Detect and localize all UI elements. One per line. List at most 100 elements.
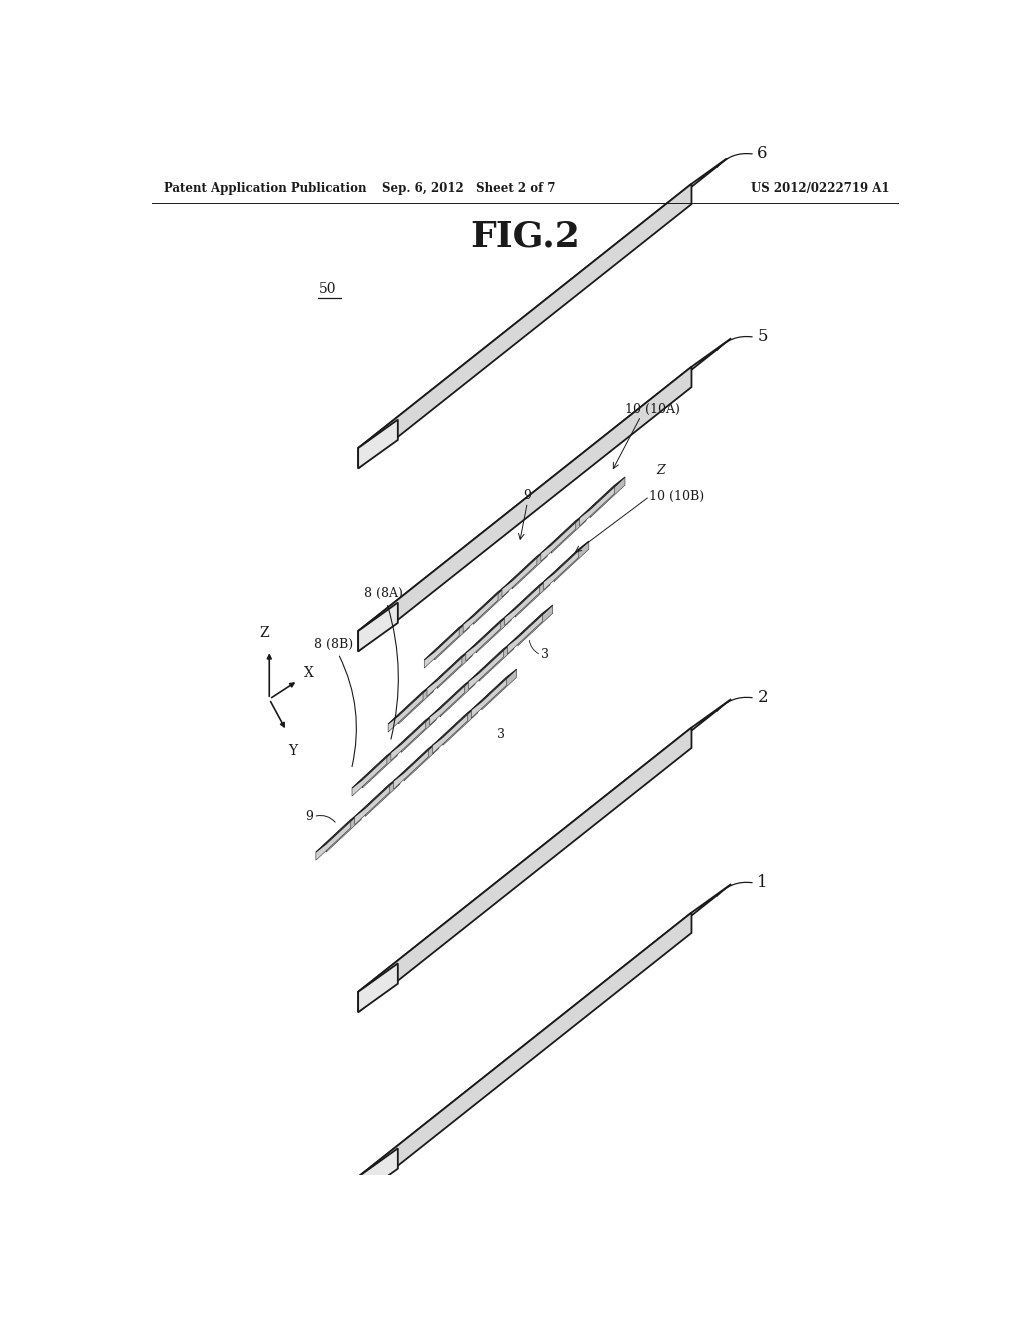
Polygon shape bbox=[407, 751, 426, 770]
Text: 3: 3 bbox=[497, 727, 505, 741]
Text: Patent Application Publication: Patent Application Publication bbox=[164, 182, 367, 195]
Polygon shape bbox=[352, 747, 397, 788]
Polygon shape bbox=[439, 659, 460, 677]
Polygon shape bbox=[393, 741, 439, 781]
Polygon shape bbox=[505, 585, 540, 626]
Polygon shape bbox=[404, 741, 439, 781]
Polygon shape bbox=[329, 822, 349, 841]
Text: Z: Z bbox=[656, 465, 666, 478]
Polygon shape bbox=[424, 619, 469, 660]
Polygon shape bbox=[398, 684, 433, 725]
Polygon shape bbox=[541, 512, 586, 553]
Polygon shape bbox=[391, 711, 436, 752]
Polygon shape bbox=[430, 684, 465, 725]
Polygon shape bbox=[437, 648, 472, 689]
Polygon shape bbox=[541, 521, 575, 561]
Polygon shape bbox=[358, 602, 397, 651]
Polygon shape bbox=[358, 884, 731, 1177]
Polygon shape bbox=[484, 680, 504, 698]
Polygon shape bbox=[432, 705, 478, 746]
Text: 3: 3 bbox=[541, 648, 549, 661]
Polygon shape bbox=[517, 587, 538, 606]
Polygon shape bbox=[358, 727, 691, 1012]
Text: 6: 6 bbox=[758, 145, 768, 162]
Polygon shape bbox=[544, 549, 579, 590]
Text: 50: 50 bbox=[318, 281, 336, 296]
Text: Sep. 6, 2012   Sheet 2 of 7: Sep. 6, 2012 Sheet 2 of 7 bbox=[383, 182, 556, 195]
Polygon shape bbox=[580, 477, 625, 517]
Polygon shape bbox=[358, 156, 731, 447]
Polygon shape bbox=[358, 964, 397, 1012]
Polygon shape bbox=[553, 524, 573, 543]
Polygon shape bbox=[592, 488, 612, 507]
Polygon shape bbox=[388, 684, 433, 725]
Polygon shape bbox=[481, 669, 517, 710]
Polygon shape bbox=[354, 784, 390, 825]
Polygon shape bbox=[427, 656, 462, 697]
Text: 8 (8B): 8 (8B) bbox=[313, 638, 356, 767]
Polygon shape bbox=[469, 649, 504, 689]
Polygon shape bbox=[368, 787, 387, 805]
Text: 2: 2 bbox=[758, 689, 768, 706]
Polygon shape bbox=[514, 560, 535, 578]
Polygon shape bbox=[424, 627, 459, 668]
Text: 9: 9 bbox=[305, 810, 313, 824]
Polygon shape bbox=[358, 183, 691, 469]
Polygon shape bbox=[358, 1148, 397, 1197]
Polygon shape bbox=[544, 541, 589, 582]
Polygon shape bbox=[590, 477, 625, 517]
Polygon shape bbox=[479, 640, 514, 681]
Polygon shape bbox=[393, 748, 429, 789]
Polygon shape bbox=[556, 552, 577, 570]
Polygon shape bbox=[520, 616, 541, 635]
Text: 8 (8A): 8 (8A) bbox=[365, 587, 403, 739]
Polygon shape bbox=[469, 640, 514, 681]
Text: 10 (10A): 10 (10A) bbox=[625, 403, 680, 416]
Polygon shape bbox=[427, 648, 472, 689]
Polygon shape bbox=[354, 776, 400, 817]
Polygon shape bbox=[327, 812, 361, 853]
Polygon shape bbox=[445, 715, 465, 734]
Polygon shape bbox=[508, 605, 553, 645]
Polygon shape bbox=[471, 677, 506, 718]
Polygon shape bbox=[518, 605, 553, 645]
Text: X: X bbox=[304, 665, 313, 680]
Polygon shape bbox=[358, 338, 731, 631]
Polygon shape bbox=[365, 759, 385, 777]
Text: 10 (10B): 10 (10B) bbox=[649, 490, 703, 503]
Text: FIG.2: FIG.2 bbox=[470, 219, 580, 253]
Polygon shape bbox=[366, 776, 400, 817]
Polygon shape bbox=[466, 620, 501, 661]
Polygon shape bbox=[391, 719, 426, 760]
Polygon shape bbox=[403, 723, 424, 742]
Polygon shape bbox=[436, 631, 457, 649]
Polygon shape bbox=[432, 713, 468, 754]
Polygon shape bbox=[463, 583, 508, 624]
Text: US 2012/0222719 A1: US 2012/0222719 A1 bbox=[752, 182, 890, 195]
Polygon shape bbox=[481, 652, 502, 671]
Polygon shape bbox=[463, 591, 498, 632]
Polygon shape bbox=[508, 614, 543, 653]
Polygon shape bbox=[512, 548, 547, 589]
Polygon shape bbox=[315, 812, 361, 853]
Polygon shape bbox=[442, 688, 463, 706]
Text: 5: 5 bbox=[758, 327, 768, 345]
Text: Y: Y bbox=[289, 744, 297, 759]
Polygon shape bbox=[315, 820, 351, 861]
Polygon shape bbox=[551, 512, 586, 553]
Polygon shape bbox=[502, 556, 537, 597]
Text: 1: 1 bbox=[758, 874, 768, 891]
Polygon shape bbox=[388, 692, 423, 733]
Polygon shape bbox=[358, 912, 691, 1197]
Polygon shape bbox=[401, 711, 436, 752]
Polygon shape bbox=[362, 747, 397, 788]
Polygon shape bbox=[580, 486, 614, 525]
Polygon shape bbox=[505, 577, 550, 618]
Polygon shape bbox=[430, 676, 475, 717]
Polygon shape bbox=[442, 705, 478, 746]
Polygon shape bbox=[358, 367, 691, 651]
Polygon shape bbox=[400, 694, 421, 713]
Polygon shape bbox=[440, 676, 475, 717]
Polygon shape bbox=[554, 541, 589, 582]
Polygon shape bbox=[478, 623, 499, 642]
